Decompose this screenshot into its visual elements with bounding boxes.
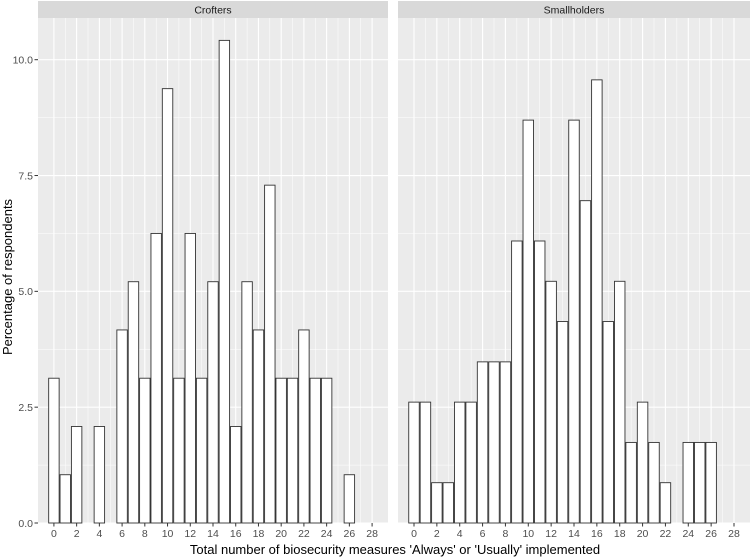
bar (161, 88, 174, 524)
bar (454, 401, 466, 524)
bar (419, 401, 432, 524)
bar (431, 482, 443, 524)
x-tick-label: 10 (162, 528, 174, 540)
x-tick-label: 26 (705, 528, 717, 540)
bar (636, 401, 649, 524)
y-tick-label: 0.0 (18, 518, 33, 530)
x-tick-label: 28 (728, 528, 740, 540)
y-tick-label: 2.5 (18, 402, 33, 414)
bar (59, 474, 71, 524)
bar (442, 482, 454, 524)
bar (476, 361, 489, 524)
bar (275, 377, 287, 524)
bar (408, 401, 420, 524)
facet-strip (38, 1, 388, 18)
y-axis-title: Percentage of respondents (0, 198, 15, 355)
bar (320, 377, 333, 524)
bar (184, 232, 196, 524)
x-tick-label: 28 (366, 528, 378, 540)
bar (264, 184, 276, 524)
bar (591, 79, 603, 524)
x-tick-label: 22 (298, 528, 310, 540)
facet-strip (398, 1, 750, 18)
bar (625, 441, 637, 524)
bar (694, 441, 706, 524)
bar (298, 329, 310, 524)
bar (218, 39, 231, 524)
y-tick-label: 10.0 (13, 54, 34, 66)
bar (499, 361, 512, 524)
x-tick-label: 18 (253, 528, 265, 540)
facet-label: Crofters (194, 5, 231, 17)
x-tick-label: 26 (344, 528, 356, 540)
bar (682, 441, 694, 524)
x-tick-label: 2 (74, 528, 80, 540)
bar (648, 441, 660, 524)
x-axis-title: Total number of biosecurity measures 'Al… (190, 542, 600, 557)
bar (705, 441, 717, 524)
x-tick-label: 12 (545, 528, 557, 540)
bar (511, 240, 523, 524)
bar (556, 321, 569, 524)
bar (127, 281, 140, 524)
bar (70, 426, 83, 524)
bar (465, 401, 477, 524)
x-tick-label: 6 (119, 528, 125, 540)
x-tick-label: 12 (184, 528, 196, 540)
x-tick-label: 2 (434, 528, 440, 540)
x-tick-label: 24 (321, 528, 333, 540)
x-tick-label: 0 (51, 528, 57, 540)
x-tick-label: 20 (637, 528, 649, 540)
bar (116, 329, 128, 524)
bar (241, 281, 253, 524)
x-tick-label: 10 (522, 528, 534, 540)
x-tick-label: 4 (96, 528, 102, 540)
bar (488, 361, 500, 524)
bar (48, 377, 60, 524)
x-tick-label: 20 (275, 528, 287, 540)
x-tick-label: 24 (682, 528, 694, 540)
x-tick-label: 22 (660, 528, 672, 540)
bar (252, 329, 265, 524)
bar (139, 377, 151, 524)
y-tick-label: 7.5 (18, 170, 33, 182)
bar (534, 240, 546, 524)
bar (230, 426, 242, 524)
x-tick-label: 6 (480, 528, 486, 540)
bar (173, 377, 185, 524)
x-tick-label: 14 (568, 528, 580, 540)
bar (195, 377, 208, 524)
bar (545, 280, 557, 524)
bar (602, 321, 614, 524)
x-tick-label: 16 (230, 528, 242, 540)
x-tick-label: 14 (207, 528, 219, 540)
bar (309, 377, 321, 524)
x-tick-label: 0 (411, 528, 417, 540)
facet-label: Smallholders (544, 5, 605, 17)
x-tick-label: 16 (591, 528, 603, 540)
bar (286, 377, 299, 524)
x-tick-label: 4 (457, 528, 463, 540)
y-axis: 0.0 2.5 5.0 7.5 10.0 (13, 54, 38, 530)
x-tick-label: 18 (614, 528, 626, 540)
x-tick-label: 8 (503, 528, 509, 540)
bar (659, 482, 672, 524)
bar (207, 281, 219, 524)
x-tick-label: 8 (142, 528, 148, 540)
bar (568, 119, 580, 524)
y-tick-label: 5.0 (18, 286, 33, 298)
bar (93, 426, 106, 524)
bar (579, 200, 592, 524)
bar (150, 232, 162, 524)
bar (522, 119, 534, 524)
bar (614, 280, 626, 524)
bar (343, 474, 356, 524)
